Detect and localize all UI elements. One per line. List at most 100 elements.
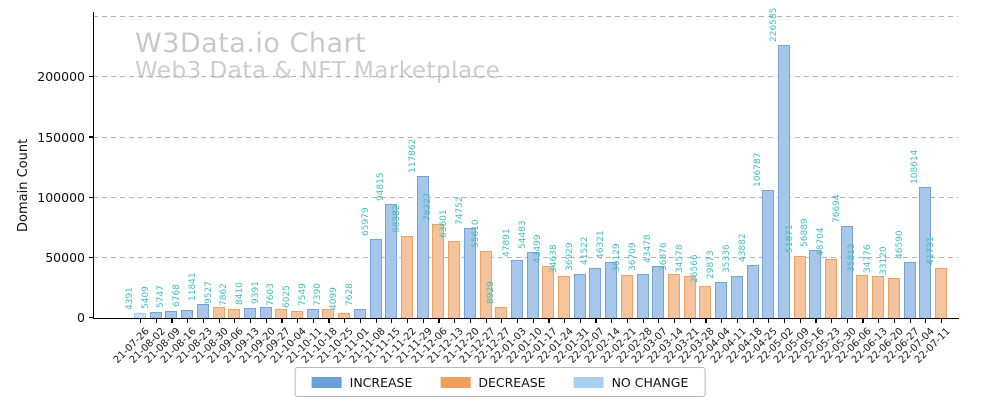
x-tick-mark — [501, 319, 503, 323]
bar-value-label: 8929 — [486, 281, 497, 305]
bar-value-label: 226585 — [768, 8, 779, 43]
bar — [526, 252, 539, 318]
bar — [196, 303, 209, 318]
bar — [903, 261, 916, 318]
bar — [762, 189, 775, 318]
bar-value-label: 68382 — [392, 204, 402, 233]
bar — [291, 310, 304, 318]
bar-value-label: 47891 — [501, 228, 512, 258]
x-tick-mark — [799, 319, 801, 323]
x-tick-mark — [768, 319, 770, 323]
y-tick-mark — [88, 256, 93, 258]
legend-label: INCREASE — [349, 374, 413, 390]
bar-value-label: 7603 — [266, 282, 277, 306]
no-change-swatch-icon — [573, 376, 604, 388]
x-tick-mark — [265, 319, 267, 323]
bar-value-label: 74752 — [454, 196, 465, 226]
bar-value-label: 7862 — [219, 282, 230, 306]
bar — [165, 311, 178, 318]
x-tick-mark — [925, 319, 927, 323]
x-tick-mark — [532, 319, 534, 323]
bar — [463, 228, 476, 318]
y-tick-label: 100000 — [37, 189, 85, 205]
x-tick-mark — [516, 319, 519, 323]
bar-value-label: 7390 — [313, 283, 324, 307]
bar — [636, 273, 649, 318]
bar-value-label: 43478 — [643, 234, 654, 263]
gridline — [93, 16, 958, 18]
y-tick-mark — [88, 196, 93, 198]
bar — [558, 276, 571, 318]
bar — [746, 265, 759, 318]
bar-value-label: 7628 — [344, 282, 355, 306]
x-tick-mark — [736, 319, 738, 323]
legend-label: DECREASE — [478, 374, 546, 390]
bar — [495, 307, 508, 318]
bar-value-label: 43499 — [533, 234, 544, 263]
bar-value-label: 35813 — [847, 243, 858, 272]
x-tick-mark — [171, 319, 173, 323]
y-tick-mark — [88, 136, 93, 138]
bar — [416, 176, 429, 318]
x-tick-mark — [941, 319, 943, 323]
x-axis-layer: 21-07-26 21-08-02 21-08-09 21-08-16 21-08-23… — [93, 318, 959, 378]
bar — [777, 45, 790, 318]
bar-value-label: 26566 — [690, 254, 701, 284]
x-tick-mark — [611, 319, 613, 323]
bar-value-label: 36709 — [627, 242, 638, 271]
bar-value-label: 6768 — [172, 283, 183, 307]
x-tick-mark — [391, 319, 393, 323]
x-tick-mark — [454, 319, 456, 323]
bar — [448, 241, 461, 318]
bar — [840, 225, 853, 318]
x-tick-mark — [689, 319, 691, 323]
y-tick-label: 200000 — [37, 69, 85, 85]
bar-value-label: 9527 — [203, 280, 214, 304]
bar-value-label: 11841 — [187, 272, 198, 301]
bar-value-label: 41522 — [580, 236, 591, 266]
bar — [338, 313, 351, 318]
bar — [605, 262, 618, 318]
x-tick-mark — [202, 319, 204, 323]
x-tick-mark — [438, 319, 440, 323]
x-tick-mark — [422, 319, 424, 323]
bar-value-label: 56889 — [800, 217, 811, 247]
bar — [825, 259, 838, 318]
bar — [589, 268, 602, 318]
bar — [856, 274, 869, 318]
bar-value-label: 4099 — [329, 287, 340, 311]
y-tick-label: 150000 — [37, 129, 85, 145]
bar — [872, 276, 885, 318]
x-tick-mark — [579, 319, 581, 323]
x-tick-mark — [815, 319, 817, 323]
bar — [919, 187, 932, 318]
bar — [353, 308, 366, 318]
x-tick-mark — [626, 319, 629, 323]
bar — [730, 275, 743, 318]
bar-value-label: 46590 — [894, 230, 905, 259]
bar — [887, 278, 900, 318]
x-tick-mark — [893, 319, 896, 323]
plot-area: 0 50000 100000 150000 200000 4391 5409 5747 6768… — [37, 8, 958, 325]
bar-value-label: 29873 — [706, 250, 717, 280]
bar — [809, 249, 822, 318]
x-tick-mark — [721, 319, 723, 323]
bar-value-label: 34776 — [863, 244, 874, 274]
x-tick-mark — [375, 319, 377, 323]
bar-value-label: 51871 — [784, 223, 795, 253]
y-tick-label: 0 — [77, 310, 85, 325]
bar-value-label: 76694 — [831, 194, 842, 223]
bar — [699, 286, 712, 318]
x-tick-mark — [909, 319, 911, 323]
bar-value-label: 4391 — [125, 286, 135, 310]
gridline — [93, 76, 958, 78]
bar — [683, 276, 696, 318]
x-tick-mark — [831, 319, 833, 323]
bar-value-label: 8410 — [234, 281, 245, 305]
bar — [542, 265, 555, 318]
x-axis-spine — [93, 318, 959, 320]
x-tick-mark — [548, 319, 550, 323]
bar — [134, 312, 146, 318]
x-tick-mark — [312, 319, 314, 323]
x-tick-mark — [328, 319, 330, 323]
